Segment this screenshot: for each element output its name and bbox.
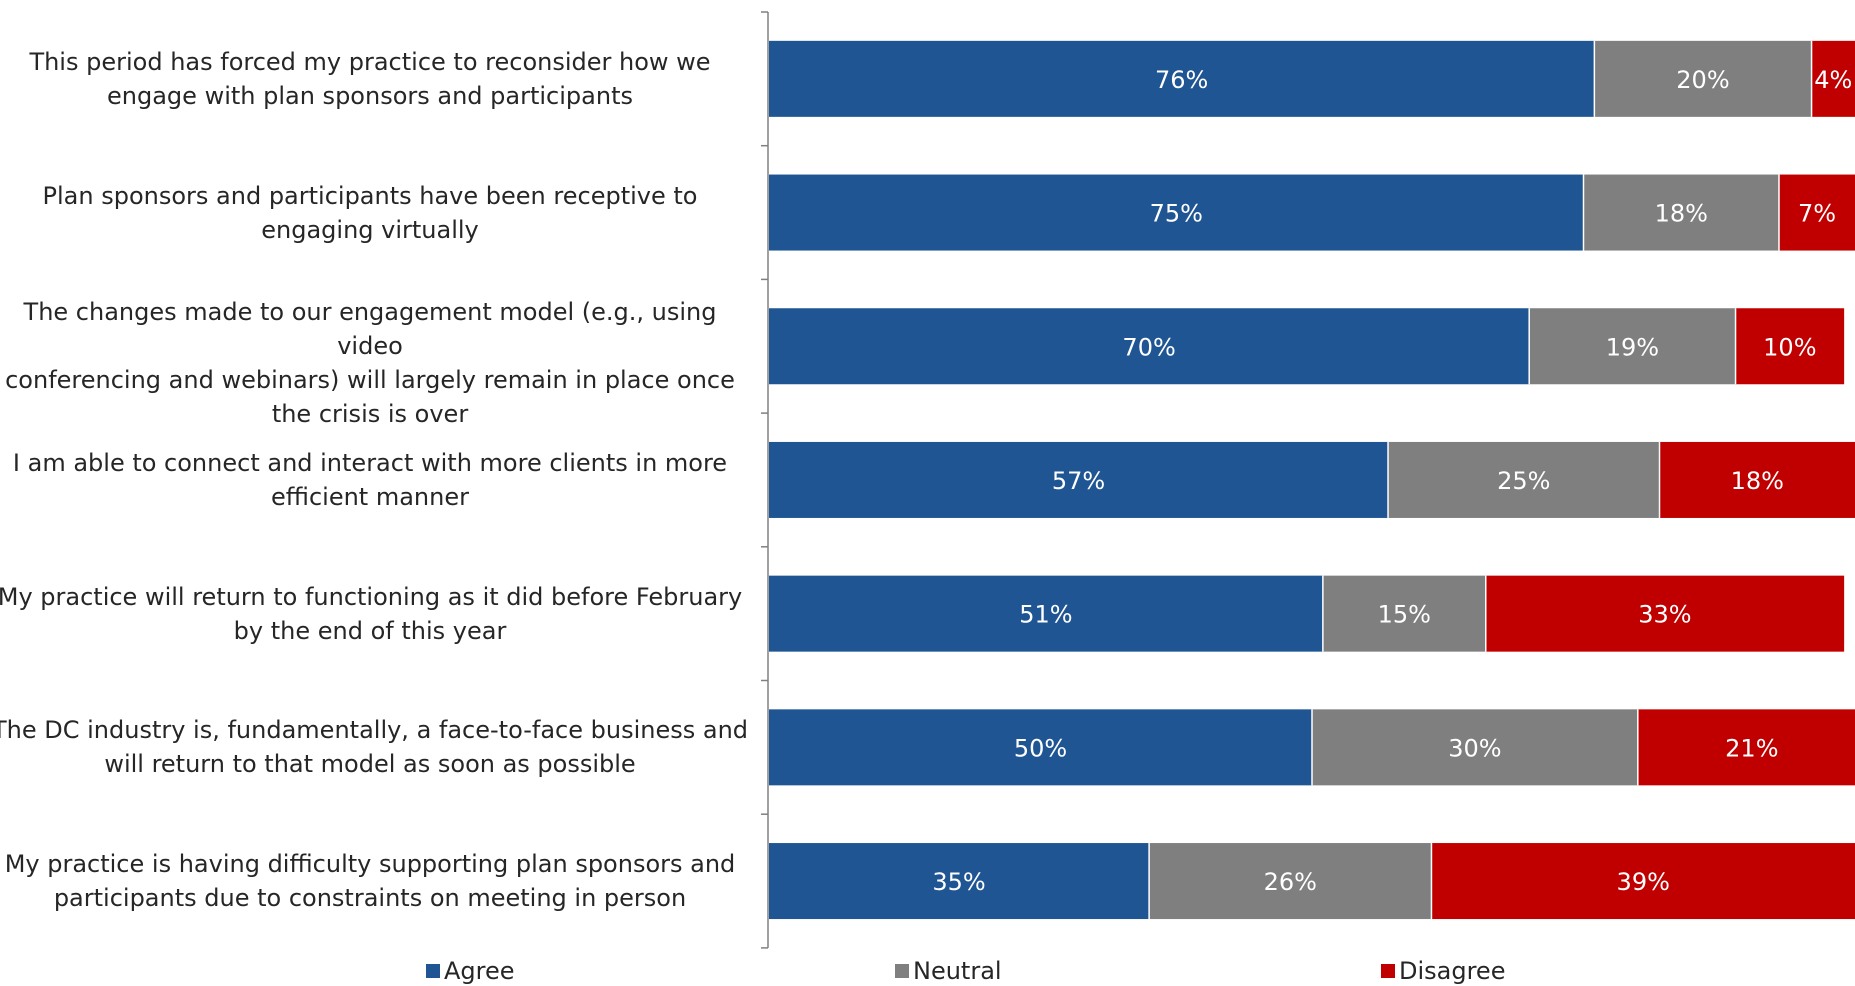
bar-disagree-6 [1637, 709, 1855, 786]
category-label-line: My practice will return to functioning a… [0, 582, 743, 611]
bar-agree-5 [769, 575, 1323, 652]
data-label-agree-6: 50% [1014, 734, 1067, 762]
bar-agree-2 [769, 174, 1584, 251]
data-label-agree-3: 70% [1122, 333, 1175, 361]
legend-item-disagree: Disagree [1381, 957, 1505, 985]
category-label: I am able to connect and interact with m… [0, 446, 750, 514]
category-label-line: engaging virtually [261, 215, 479, 244]
category-label-line: The DC industry is, fundamentally, a fac… [0, 716, 749, 745]
category-label: This period has forced my practice to re… [0, 45, 750, 113]
category-label: Plan sponsors and participants have been… [0, 179, 750, 247]
category-label-line: My practice is having difficulty support… [4, 850, 736, 879]
category-label: The DC industry is, fundamentally, a fac… [0, 713, 750, 781]
data-label-neutral-1: 20% [1676, 66, 1729, 94]
category-label-line: engage with plan sponsors and participan… [107, 81, 633, 110]
data-label-agree-2: 75% [1150, 200, 1203, 228]
category-label: The changes made to our engagement model… [0, 295, 750, 431]
bar-agree-3 [769, 308, 1530, 385]
data-label-neutral-2: 18% [1655, 200, 1708, 228]
bar-agree-6 [769, 709, 1312, 786]
bar-agree-7 [769, 843, 1150, 920]
data-label-neutral-3: 19% [1606, 333, 1659, 361]
bar-neutral-4 [1388, 441, 1660, 518]
bar-agree-1 [769, 40, 1595, 117]
category-label-line: The changes made to our engagement model… [23, 298, 717, 361]
data-label-disagree-4: 18% [1731, 467, 1784, 495]
data-label-disagree-3: 10% [1763, 333, 1816, 361]
bar-disagree-2 [1778, 174, 1855, 251]
data-label-disagree-6: 21% [1725, 734, 1778, 762]
category-label: My practice is having difficulty support… [0, 847, 750, 915]
legend-label: Neutral [913, 957, 1002, 985]
category-label-line: conferencing and webinars) will largely … [5, 366, 735, 395]
bar-disagree-3 [1735, 308, 1845, 385]
bar-disagree-1 [1811, 40, 1855, 117]
data-label-agree-7: 35% [932, 868, 985, 896]
bar-disagree-5 [1485, 575, 1845, 652]
bar-agree-4 [769, 441, 1389, 518]
data-label-disagree-1: 4% [1814, 66, 1852, 94]
data-label-agree-1: 76% [1155, 66, 1208, 94]
data-label-agree-4: 57% [1052, 467, 1105, 495]
category-label-line: participants due to constraints on meeti… [53, 884, 687, 913]
category-label-line: Plan sponsors and participants have been… [42, 181, 698, 210]
data-label-disagree-2: 7% [1798, 200, 1836, 228]
data-label-neutral-4: 25% [1497, 467, 1550, 495]
category-label-line: I am able to connect and interact with m… [12, 448, 728, 477]
data-label-disagree-5: 33% [1638, 601, 1691, 629]
legend-label: Agree [444, 957, 515, 985]
category-label: My practice will return to functioning a… [0, 580, 750, 648]
legend-label: Disagree [1399, 957, 1506, 985]
legend-item-neutral: Neutral [895, 957, 1002, 985]
data-label-neutral-5: 15% [1378, 601, 1431, 629]
data-label-agree-5: 51% [1019, 601, 1072, 629]
legend-swatch [895, 964, 909, 978]
category-label-line: will return to that model as soon as pos… [104, 750, 636, 779]
category-label-line: This period has forced my practice to re… [29, 47, 711, 76]
legend-swatch [426, 964, 440, 978]
category-label-line: the crisis is over [271, 400, 469, 429]
bar-neutral-1 [1594, 40, 1812, 117]
category-label-line: by the end of this year [233, 616, 507, 645]
bar-neutral-7 [1149, 843, 1432, 920]
bar-neutral-6 [1312, 709, 1638, 786]
bar-disagree-7 [1431, 843, 1855, 920]
legend-swatch [1381, 964, 1395, 978]
data-label-neutral-7: 26% [1264, 868, 1317, 896]
bar-disagree-4 [1659, 441, 1855, 518]
data-label-disagree-7: 39% [1617, 868, 1670, 896]
bar-neutral-2 [1583, 174, 1779, 251]
bar-neutral-3 [1529, 308, 1736, 385]
data-label-neutral-6: 30% [1448, 734, 1501, 762]
category-label-line: efficient manner [271, 482, 469, 511]
legend-item-agree: Agree [426, 957, 515, 985]
bar-neutral-5 [1322, 575, 1486, 652]
